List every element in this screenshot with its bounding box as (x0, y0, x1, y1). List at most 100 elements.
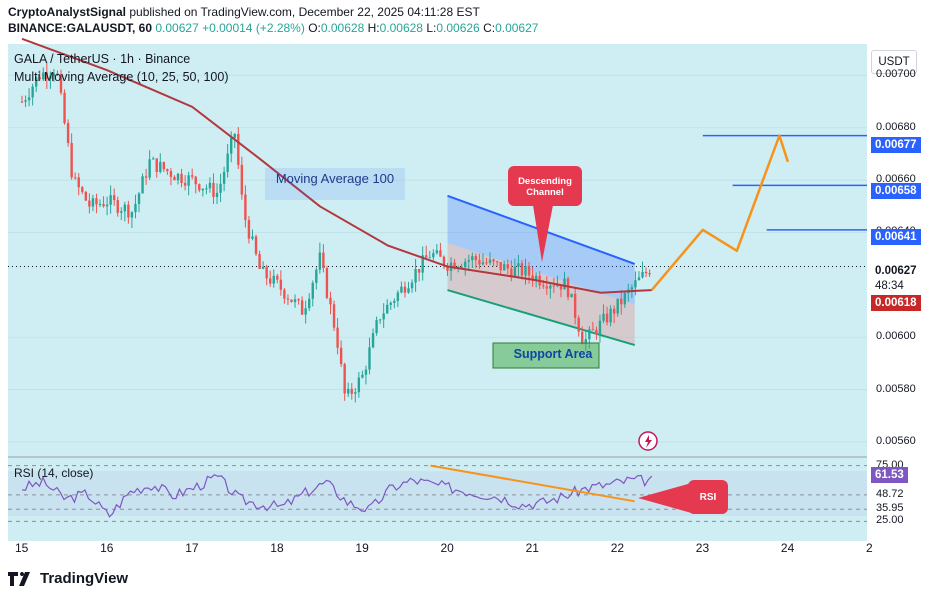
time-tick-label: 23 (695, 541, 710, 555)
publisher-name[interactable]: CryptoAnalystSignal (8, 5, 127, 19)
channel-lower-fill (447, 242, 635, 346)
candle-body (531, 275, 534, 281)
candle-body (361, 374, 364, 378)
time-tick-label: 18 (270, 541, 284, 555)
tradingview-logo[interactable]: TradingView (8, 570, 128, 587)
legend-ma[interactable]: Multi Moving Average (10, 25, 50, 100) (14, 70, 229, 84)
candle-body (95, 198, 98, 205)
candle-body (169, 171, 173, 177)
candle-body (233, 133, 236, 138)
candle-body (588, 329, 591, 340)
candle-body (343, 364, 346, 394)
time-tick-label: 24 (780, 541, 795, 555)
candle-body (109, 195, 112, 205)
candle-body (471, 256, 474, 261)
candle-body (212, 182, 215, 197)
candle-body (442, 256, 446, 266)
candle-body (173, 176, 176, 181)
time-tick-label: 21 (525, 541, 539, 555)
candle-body (123, 204, 127, 212)
target-badge-1: 0.00677 (871, 137, 921, 153)
candle-body (208, 182, 212, 189)
candle-body (577, 317, 580, 332)
candle-body (407, 288, 410, 293)
legend-title[interactable]: GALA / TetherUS · 1h · Binance (14, 52, 191, 66)
candle-body (272, 275, 275, 284)
low-label: L: (426, 21, 437, 35)
candle-body (159, 162, 162, 173)
candle-body (609, 308, 612, 323)
candle-body (88, 200, 91, 207)
rsi-indicator-label[interactable]: RSI (14, close) (14, 466, 94, 480)
candle-body (510, 268, 513, 277)
candle-body (322, 252, 325, 269)
candle-body (311, 282, 314, 299)
candle-body (276, 275, 279, 280)
candle-body (201, 188, 205, 191)
candle-body (290, 299, 293, 303)
price-tick-label: 0.00680 (876, 120, 916, 133)
candle-body (130, 212, 134, 218)
close-value: 0.00627 (495, 21, 539, 35)
candle-body (630, 287, 634, 290)
candle-body (198, 184, 201, 191)
target-lines (702, 134, 867, 231)
candle-body (595, 329, 598, 335)
candle-body (254, 236, 258, 254)
candle-body (368, 347, 371, 370)
candle-body (591, 329, 595, 331)
candles (20, 62, 651, 403)
candle-body (570, 293, 573, 298)
candle-body (105, 204, 109, 207)
candle-body (378, 319, 382, 321)
low-value: 0.00626 (436, 21, 480, 35)
currency-selector[interactable]: USDT (871, 50, 917, 74)
ma-price-badge: 0.00618 (871, 295, 921, 311)
candle-body (244, 194, 247, 220)
rsi-tick-label: 25.00 (876, 514, 904, 527)
price-tick-label: 0.00580 (876, 382, 916, 395)
publish-text: published on TradingView.com, December 2… (126, 5, 480, 19)
candle-body (176, 173, 180, 181)
time-tick-label: 20 (440, 541, 454, 555)
candle-body (308, 298, 311, 309)
candle-body (247, 219, 251, 239)
candle-body (336, 327, 339, 348)
candle-body (286, 298, 290, 300)
candle-body (144, 176, 148, 178)
candle-body (364, 369, 368, 375)
price-tick-label: 0.00600 (876, 330, 916, 343)
candle-body (318, 252, 322, 270)
candle-body (81, 187, 84, 192)
candle-body (329, 297, 332, 305)
candle-body (283, 289, 286, 299)
ma-label-box (265, 168, 405, 200)
candle-body (545, 286, 548, 289)
candle-body (453, 262, 456, 269)
logo-text: TradingView (40, 570, 129, 587)
candle-body (467, 260, 470, 262)
candle-body (347, 388, 350, 394)
candle-body (73, 177, 77, 179)
candle-body (52, 73, 56, 77)
candle-body (350, 388, 353, 394)
candle-body (91, 198, 95, 207)
candle-body (428, 257, 431, 259)
candle-body (534, 275, 538, 281)
candle-body (396, 292, 400, 301)
candle-body (612, 308, 616, 314)
ma100-polyline (21, 37, 652, 294)
candle-body (42, 72, 45, 80)
close-label: C: (483, 21, 496, 35)
candle-body (98, 204, 102, 206)
candle-body (155, 158, 158, 173)
candle-body (371, 333, 375, 348)
channel-callout-text: Channel (526, 187, 563, 198)
chart-canvas[interactable] (8, 44, 867, 541)
ma100-line (21, 37, 652, 294)
candle-body (432, 253, 435, 258)
candle-body (66, 123, 70, 144)
lightning-bolt-icon (645, 435, 652, 448)
candle-body (478, 260, 481, 265)
